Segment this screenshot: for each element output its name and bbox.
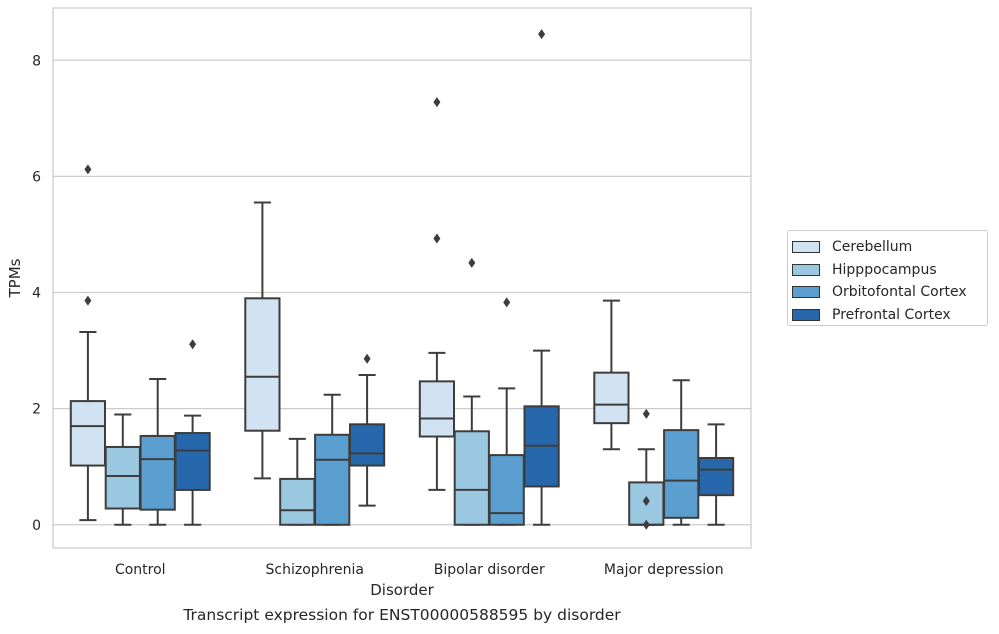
legend-label: Cerebellum xyxy=(832,239,913,256)
outlier-point xyxy=(189,339,197,350)
iqr-box xyxy=(593,371,630,425)
outlier-point xyxy=(642,408,650,419)
legend-label: Orbitofontal Cortex xyxy=(832,284,967,301)
chart-caption: Transcript expression for ENST0000058859… xyxy=(183,606,621,624)
iqr-box xyxy=(697,457,735,497)
legend-item: Cerebellum xyxy=(792,236,987,259)
x-tick-label: Control xyxy=(115,562,166,578)
box-series xyxy=(69,29,735,530)
box-group xyxy=(488,297,525,526)
legend-swatch xyxy=(792,286,820,299)
outlier-point xyxy=(642,495,650,506)
legend-swatch xyxy=(792,263,820,276)
legend-item: Hipppocampus xyxy=(792,259,987,282)
x-tick-label: Bipolar disorder xyxy=(434,562,545,578)
outlier-point xyxy=(433,233,441,244)
y-tick-label: 0 xyxy=(32,518,41,534)
iqr-box xyxy=(244,297,281,432)
y-tick-label: 4 xyxy=(32,286,41,302)
box-group xyxy=(104,413,141,526)
outlier-point xyxy=(363,353,371,364)
legend-swatch xyxy=(792,241,820,254)
outlier-point xyxy=(433,97,441,108)
y-tick-labels: 0 2 4 6 8 xyxy=(32,53,41,534)
y-tick-label: 2 xyxy=(32,402,41,418)
legend-swatch xyxy=(792,308,820,321)
outlier-point xyxy=(84,295,92,306)
iqr-box xyxy=(348,423,386,467)
outlier-point xyxy=(84,164,92,175)
legend-label: Prefrontal Cortex xyxy=(832,306,951,323)
box-group xyxy=(244,201,281,480)
outlier-point xyxy=(503,297,511,308)
iqr-box xyxy=(104,445,141,510)
x-tick-label: Major depression xyxy=(604,562,724,578)
iqr-box xyxy=(314,433,351,526)
box-group xyxy=(279,437,316,526)
box-group xyxy=(697,423,735,526)
box-group xyxy=(174,339,211,526)
iqr-box xyxy=(663,429,700,519)
iqr-box xyxy=(279,477,316,526)
y-axis-label: TPMs xyxy=(6,258,24,298)
y-tick-label: 6 xyxy=(32,169,41,185)
outlier-point xyxy=(538,29,546,40)
box-group xyxy=(453,257,490,526)
legend-item: Orbitofontal Cortex xyxy=(792,281,987,304)
x-axis-label: Disorder xyxy=(370,581,434,599)
iqr-box xyxy=(174,432,211,491)
box-group xyxy=(69,164,107,522)
x-tick-labels: Control Schizophrenia Bipolar disorder Majo… xyxy=(115,562,724,578)
box-group xyxy=(593,299,630,451)
legend-item: Prefrontal Cortex xyxy=(792,304,987,327)
box-group xyxy=(523,29,560,526)
iqr-box xyxy=(418,380,456,438)
outlier-point xyxy=(468,257,476,268)
iqr-box xyxy=(69,400,107,467)
y-tick-label: 8 xyxy=(32,53,41,69)
legend-label: Hipppocampus xyxy=(832,261,937,278)
iqr-box xyxy=(453,430,490,526)
plot-frame xyxy=(52,7,752,549)
box-group xyxy=(663,379,700,526)
legend: Cerebellum Hipppocampus Orbitofontal Cor… xyxy=(787,230,988,326)
outlier-point xyxy=(642,519,650,530)
iqr-box xyxy=(139,434,176,511)
box-group xyxy=(628,408,665,530)
box-group xyxy=(348,353,386,507)
box-group xyxy=(139,378,176,526)
box-group xyxy=(314,393,351,526)
box-group xyxy=(418,97,456,491)
iqr-box xyxy=(488,454,525,526)
x-tick-label: Schizophrenia xyxy=(266,562,364,578)
